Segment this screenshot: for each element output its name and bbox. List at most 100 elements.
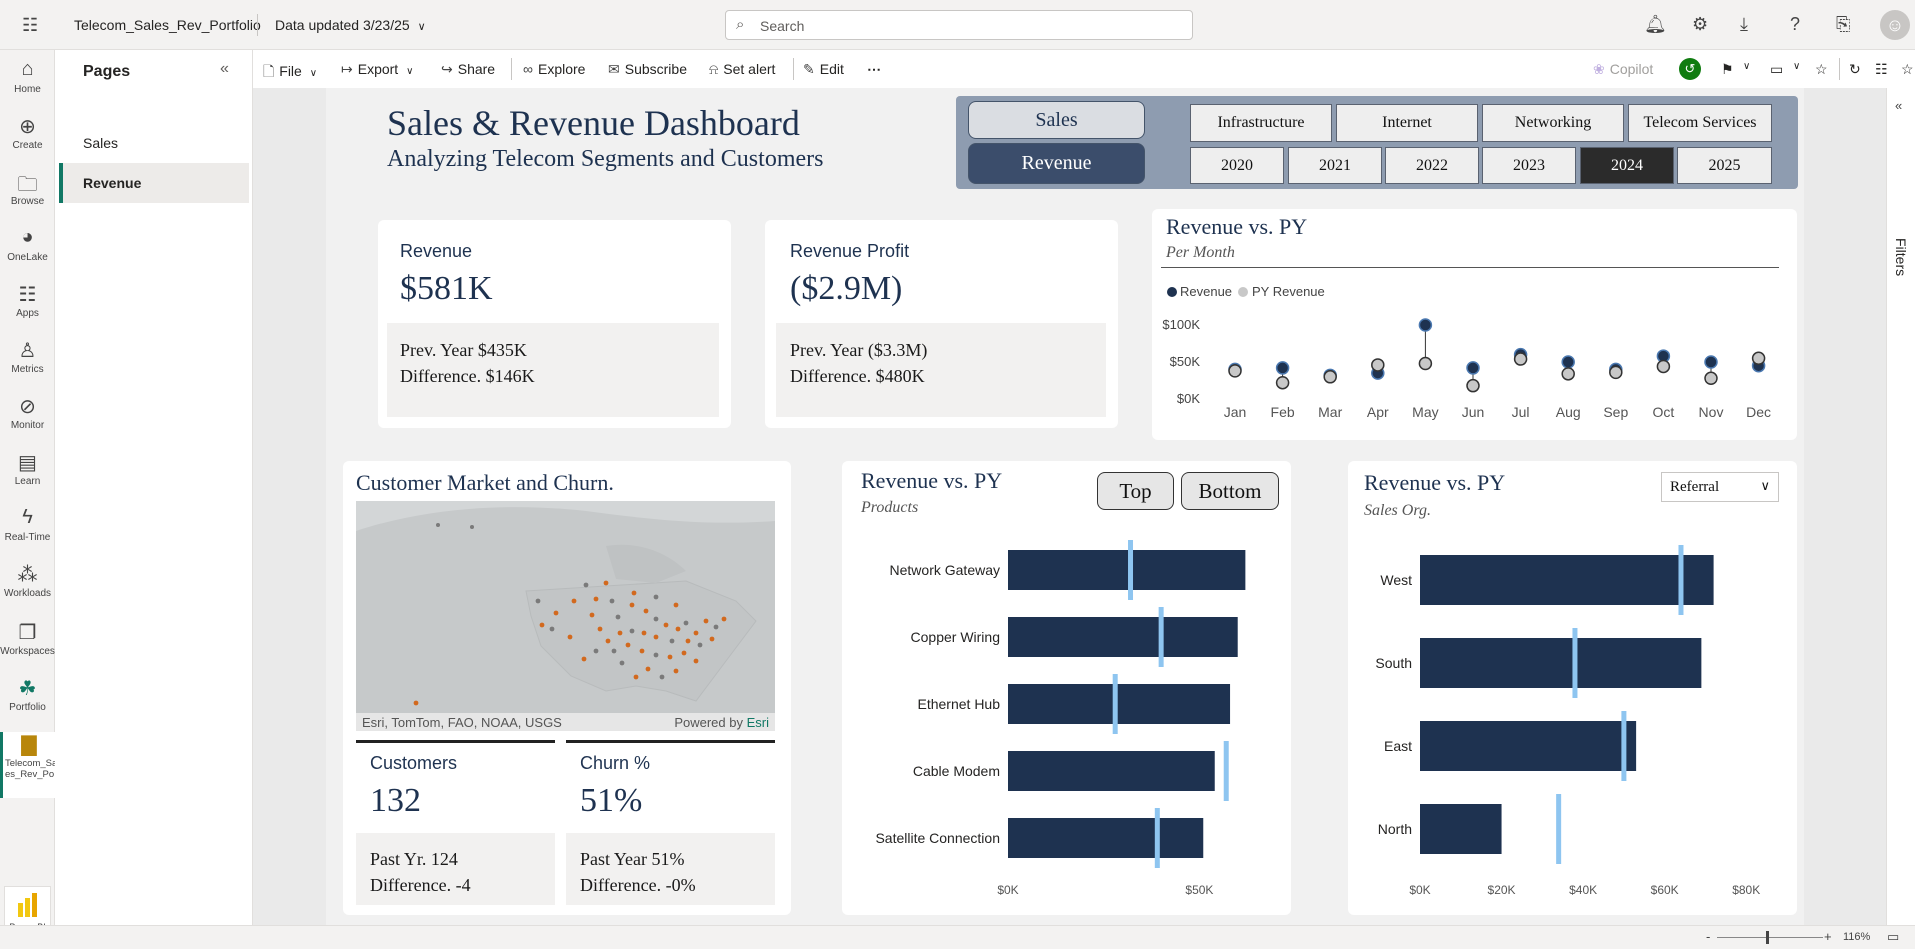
export-icon: ↦	[341, 61, 353, 77]
customer-location-dot	[567, 634, 573, 640]
products-chart-subtitle: Products	[861, 499, 919, 516]
file-menu[interactable]: 🗋︎ File ∨	[263, 61, 317, 85]
customer-map[interactable]: Esri, TomTom, FAO, NOAA, USGS Powered by…	[356, 501, 775, 731]
zoom-in-icon[interactable]: +	[1824, 929, 1832, 944]
export-label: Export	[357, 61, 399, 77]
bell-icon[interactable]: 🔔︎	[1644, 14, 1667, 34]
segment-telecom-services[interactable]: Telecom Services	[1628, 104, 1772, 142]
py-revenue-marker	[1572, 628, 1578, 698]
nav-create[interactable]: ⊕ Create	[0, 114, 55, 151]
year-2024[interactable]: 2024	[1580, 147, 1674, 184]
chevron-down-icon[interactable]: ∨	[1743, 61, 1751, 72]
nav-revenue-button[interactable]: Revenue	[968, 143, 1145, 184]
fit-to-page-icon[interactable]: ▭	[1887, 929, 1900, 944]
search-box[interactable]: ⌕ Search	[725, 10, 1193, 40]
year-2021[interactable]: 2021	[1288, 147, 1382, 184]
expand-filters-icon[interactable]: «	[1895, 98, 1903, 113]
nav-workspaces[interactable]: ❐ Workspaces	[0, 620, 55, 657]
revenue-bar	[1420, 555, 1714, 605]
nav-portfolio[interactable]: ☘ Portfolio	[0, 676, 55, 713]
download-icon[interactable]: ⤓	[1740, 14, 1748, 34]
zoom-out-icon[interactable]: -	[1706, 929, 1711, 944]
subscribe-label: Subscribe	[624, 61, 687, 77]
copilot-button[interactable]: ❀ Copilot	[1593, 61, 1653, 78]
y-tick: $50K	[1170, 354, 1201, 369]
year-2020[interactable]: 2020	[1190, 147, 1284, 184]
refresh-icon[interactable]: ↻	[1849, 61, 1861, 77]
zoom-slider[interactable]	[1717, 937, 1823, 938]
revenue-bar	[1008, 550, 1246, 590]
nav-onelake[interactable]: ◕ OneLake	[0, 226, 55, 263]
channel-dropdown[interactable]: Referral ∨	[1661, 472, 1779, 502]
bottom-button[interactable]: Bottom	[1181, 472, 1279, 510]
more-actions-icon[interactable]: ☆	[1901, 61, 1914, 77]
revenue-bar	[1008, 617, 1238, 657]
customers-comparison	[356, 833, 555, 905]
avatar[interactable]: ☺	[1880, 10, 1910, 40]
zoom-slider-thumb[interactable]	[1766, 931, 1769, 944]
segment-networking[interactable]: Networking	[1482, 104, 1624, 142]
subscribe-button[interactable]: ✉ Subscribe	[608, 61, 687, 78]
favorite-icon[interactable]: ☆	[1815, 61, 1828, 77]
x-tick-label: $20K	[1488, 883, 1516, 897]
lightning-icon: ϟ	[22, 506, 33, 528]
year-2025[interactable]: 2025	[1677, 147, 1772, 184]
kpi-revenue-comparison	[387, 323, 719, 417]
year-2023[interactable]: 2023	[1482, 147, 1576, 184]
set-alert-button[interactable]: ⍾ Set alert	[709, 61, 775, 78]
nav-workloads[interactable]: ⁂ Workloads	[0, 562, 55, 599]
legend-py-marker	[1238, 287, 1248, 297]
reset-icon[interactable]: ↺	[1679, 58, 1701, 80]
comment-icon[interactable]: ☷	[1875, 61, 1888, 77]
share-button[interactable]: ↪ Share	[441, 61, 495, 78]
esri-link[interactable]: Esri	[746, 715, 769, 730]
report-title[interactable]: Telecom_Sales_Rev_Portfolio	[74, 17, 261, 33]
more-options-icon[interactable]: ⋯	[867, 61, 881, 77]
nav-label: Browse	[10, 196, 45, 207]
share-label: Share	[457, 61, 496, 77]
churn-value: 51%	[580, 782, 643, 819]
top-button[interactable]: Top	[1097, 472, 1174, 510]
export-menu[interactable]: ↦ Export ∨	[341, 61, 413, 78]
monthly-revenue-card[interactable]	[1152, 209, 1797, 440]
py-revenue-marker	[1154, 808, 1160, 868]
category-label: North	[1378, 821, 1412, 837]
edit-button[interactable]: ✎ Edit	[803, 61, 844, 78]
data-updated-menu[interactable]: Data updated 3/23/25 ∨	[275, 17, 426, 33]
nav-learn[interactable]: ▤ Learn	[0, 450, 55, 487]
nav-monitor[interactable]: ⊘ Monitor	[0, 394, 55, 431]
nav-current-report[interactable]: ▇ Telecom_Sal es_Rev_Po...	[0, 732, 62, 798]
chevron-down-icon: ∨	[417, 21, 426, 33]
nav-label: Learn	[14, 476, 41, 487]
customer-location-dot	[653, 616, 659, 622]
report-toolbar: 🗋︎ File ∨ ↦ Export ∨ ↪ Share ∞ Explore ✉ Subs…	[253, 50, 1915, 88]
view-icon[interactable]: ▭	[1770, 61, 1784, 77]
app-launcher-icon[interactable]: ☷	[22, 15, 39, 35]
nav-metrics[interactable]: ♙ Metrics	[0, 338, 55, 375]
customer-location-dot	[697, 642, 703, 648]
nav-sales-button[interactable]: Sales	[968, 101, 1145, 139]
filters-pane[interactable]: « Filters	[1886, 88, 1915, 925]
py-revenue-marker	[1112, 674, 1118, 734]
collapse-pane-icon[interactable]: «	[220, 60, 229, 77]
nav-real-time[interactable]: ϟ Real-Time	[0, 506, 55, 543]
nav-home[interactable]: ⌂ Home	[0, 58, 55, 95]
chevron-down-icon[interactable]: ∨	[1793, 61, 1801, 72]
customer-location-dot	[631, 590, 637, 596]
segment-internet[interactable]: Internet	[1336, 104, 1478, 142]
help-icon[interactable]: ?	[1790, 14, 1801, 34]
page-tab-sales[interactable]: Sales	[83, 135, 119, 151]
segment-infrastructure[interactable]: Infrastructure	[1190, 104, 1332, 142]
nav-apps[interactable]: ☷ Apps	[0, 282, 55, 319]
bookmark-icon[interactable]: ⚑	[1721, 61, 1734, 77]
nav-browse[interactable]: 🗀︎ Browse	[0, 170, 55, 207]
py-revenue-point	[1656, 359, 1671, 374]
explore-button[interactable]: ∞ Explore	[523, 61, 585, 77]
page-tab-revenue[interactable]: Revenue	[59, 163, 249, 203]
year-2022[interactable]: 2022	[1385, 147, 1479, 184]
py-revenue-point	[1228, 364, 1242, 378]
share-feedback-icon[interactable]: ⎘	[1836, 14, 1851, 34]
gear-icon[interactable]: ⚙	[1692, 14, 1709, 34]
customer-location-dot	[667, 654, 673, 660]
py-revenue-point	[1751, 351, 1766, 366]
